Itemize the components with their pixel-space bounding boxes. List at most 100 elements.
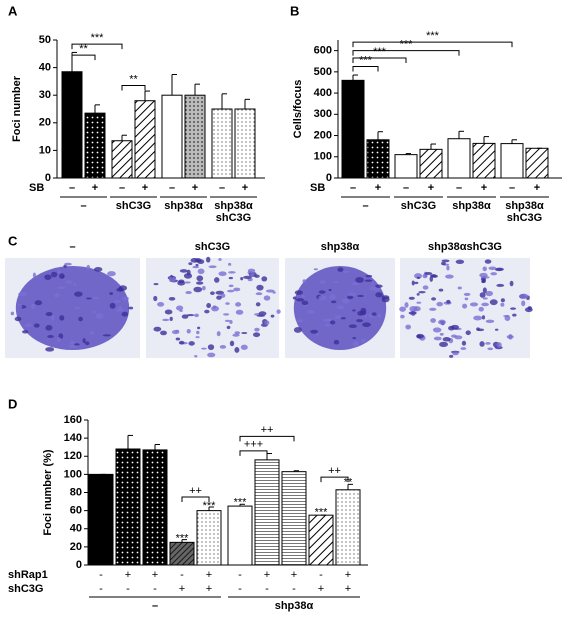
- cell: [318, 290, 326, 294]
- cell: [462, 303, 468, 309]
- cell: [341, 298, 350, 304]
- bracket: [71, 43, 123, 50]
- cell: [202, 285, 206, 291]
- cell: [270, 314, 275, 318]
- cell: [92, 296, 100, 300]
- cell: [254, 327, 260, 332]
- bar: [88, 473, 114, 566]
- cell: [500, 298, 505, 303]
- cell: [211, 305, 220, 312]
- cell: [360, 310, 367, 316]
- cell: [193, 286, 203, 293]
- cell: [241, 331, 248, 335]
- cell: [50, 271, 58, 278]
- significance: ++: [328, 465, 341, 477]
- bar: [134, 100, 156, 179]
- cell: [347, 292, 357, 296]
- cell: [44, 274, 52, 280]
- cell: [329, 320, 336, 325]
- cell: [93, 267, 103, 272]
- x-tick-label: +: [206, 583, 212, 595]
- cell: [352, 340, 359, 347]
- cell: [424, 272, 433, 275]
- cell: [418, 290, 426, 294]
- cell: [164, 309, 173, 315]
- group-label: shp38α: [505, 200, 544, 212]
- cell: [408, 311, 417, 315]
- bar: [308, 514, 334, 566]
- row-label: SB: [310, 182, 325, 194]
- cell: [121, 296, 129, 301]
- x-tick-label: +: [125, 569, 131, 581]
- significance: ***: [91, 32, 105, 44]
- cell: [429, 276, 434, 282]
- cell: [482, 266, 487, 272]
- x-tick-label: +: [375, 182, 381, 194]
- group-label: shC3G: [507, 212, 542, 224]
- bar: [472, 142, 496, 179]
- bar: [394, 154, 418, 179]
- cell: [301, 294, 305, 298]
- x-tick-label: -: [99, 583, 103, 595]
- cell: [256, 314, 266, 317]
- cell: [318, 295, 327, 301]
- cell: [234, 331, 241, 335]
- cell: [228, 262, 232, 266]
- y-tick-label: 300: [314, 108, 332, 120]
- cell: [240, 276, 244, 281]
- cell: [452, 351, 459, 356]
- cell: [74, 306, 81, 310]
- x-tick-label: -: [180, 569, 184, 581]
- significance: ***: [234, 496, 248, 508]
- y-tick-label: 0: [76, 559, 82, 571]
- image-label: shp38α: [321, 241, 360, 253]
- cell: [220, 293, 226, 298]
- cell: [450, 324, 459, 330]
- cell: [107, 271, 116, 277]
- y-tick-label: 10: [39, 144, 51, 156]
- cell: [465, 330, 471, 336]
- cell: [33, 323, 40, 328]
- cell: [178, 279, 185, 284]
- cell: [196, 275, 204, 282]
- cell: [430, 274, 437, 278]
- cell: [196, 281, 204, 285]
- cell: [197, 259, 205, 265]
- x-tick-label: –: [403, 182, 409, 194]
- y-tick-label: 60: [70, 505, 82, 517]
- cell: [196, 330, 200, 335]
- cell: [416, 334, 421, 339]
- cell: [355, 277, 364, 283]
- bracket: [320, 476, 349, 483]
- cell: [255, 302, 261, 307]
- cell: [45, 347, 55, 352]
- cell: [254, 274, 260, 278]
- cell: [375, 292, 383, 298]
- bar: [61, 71, 83, 179]
- cell: [484, 259, 492, 264]
- cell: [482, 297, 488, 300]
- cell: [331, 281, 340, 284]
- cell: [464, 297, 469, 301]
- cell: [186, 314, 195, 317]
- cell: [457, 286, 462, 290]
- cell: [250, 272, 255, 277]
- cell: [329, 294, 336, 300]
- x-tick-label: -: [153, 583, 157, 595]
- cell: [431, 297, 437, 301]
- x-tick-label: –: [509, 182, 515, 194]
- cell: [416, 301, 422, 304]
- cell: [102, 334, 111, 337]
- bar: [500, 143, 524, 179]
- cell: [86, 264, 91, 271]
- cell: [172, 276, 176, 283]
- bar: [447, 138, 471, 179]
- bar: [341, 79, 365, 179]
- cell: [296, 319, 304, 323]
- cell: [322, 318, 332, 322]
- group-label: shp38α: [164, 200, 203, 212]
- cell: [32, 272, 37, 279]
- x-tick-label: +: [534, 182, 540, 194]
- cell: [255, 292, 263, 296]
- group-label: shp38α: [275, 600, 314, 612]
